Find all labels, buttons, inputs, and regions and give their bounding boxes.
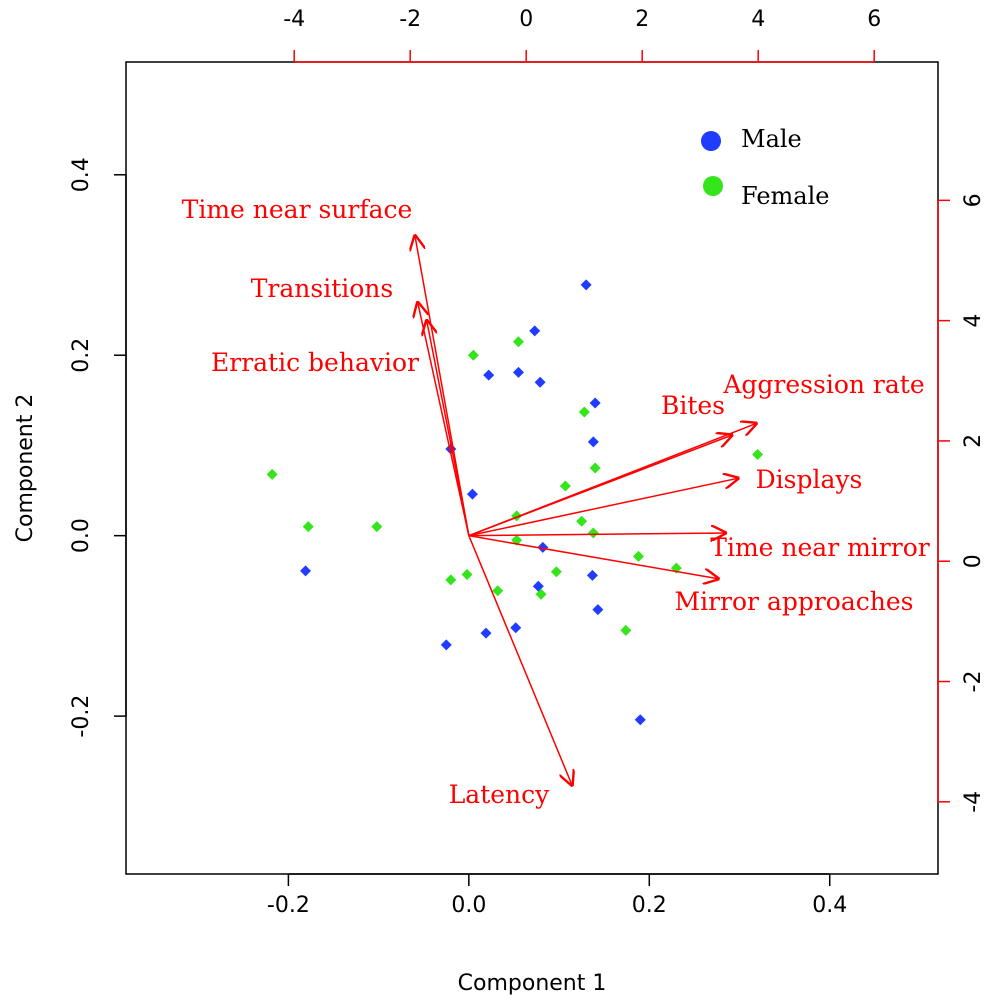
point-female [302, 521, 314, 533]
point-female [578, 406, 590, 418]
point-male [480, 627, 492, 639]
point-male [587, 436, 599, 448]
loading-label-bites: Bites [661, 391, 725, 420]
x-tick-label: -0.2 [267, 893, 310, 918]
right-tick-label: 6 [961, 193, 986, 207]
point-male [440, 639, 452, 651]
top-tick-label: -2 [399, 7, 421, 32]
point-male [634, 714, 646, 726]
point-female [266, 468, 278, 480]
y-tick-label: 0.4 [69, 157, 94, 192]
right-tick-label: -4 [961, 791, 986, 813]
point-female [589, 462, 601, 474]
x-tick-label: 0.4 [812, 893, 847, 918]
point-female [512, 336, 524, 348]
top-tick-label: 2 [635, 7, 649, 32]
x-axis-label: Component 1 [458, 971, 607, 996]
right-tick-label: -2 [961, 671, 986, 693]
y-axis-left: -0.2 0.0 0.2 0.4 [69, 157, 127, 738]
legend-marker-male [701, 131, 721, 151]
right-tick-label: 4 [961, 314, 986, 328]
point-female [535, 588, 547, 600]
loading-label-aggression-rate: Aggression rate [722, 370, 924, 399]
point-male [592, 604, 604, 616]
loading-label-displays: Displays [756, 465, 863, 494]
legend: Male Female [701, 125, 830, 210]
loading-label-time-near-mirror: Time near mirror [710, 533, 929, 562]
point-male [589, 397, 601, 409]
loading-label-mirror-approaches: Mirror approaches [675, 587, 914, 616]
loading-label-time-near-surface: Time near surface [182, 195, 413, 224]
y-axis-label: Component 2 [13, 394, 38, 543]
legend-label-female: Female [741, 182, 830, 210]
loading-label-transitions: Transitions [251, 274, 393, 303]
point-female [587, 527, 599, 539]
top-tick-label: -4 [283, 7, 305, 32]
point-female [620, 624, 632, 636]
arrow-erratic-behavior [426, 319, 470, 536]
point-female [467, 349, 479, 361]
y-tick-label: -0.2 [69, 695, 94, 738]
point-male [510, 622, 522, 634]
arrow-displays [468, 478, 740, 537]
point-male [512, 366, 524, 378]
top-tick-label: 6 [867, 7, 881, 32]
point-male [534, 376, 546, 388]
point-male [483, 369, 495, 381]
point-male [466, 488, 478, 500]
point-female [445, 574, 457, 586]
x-tick-label: 0.0 [451, 893, 486, 918]
x-axis-bottom: -0.2 0.0 0.2 0.4 [267, 873, 847, 918]
point-male [529, 325, 541, 337]
y-axis-right: -4 -2 0 2 4 6 [937, 193, 986, 813]
arrow-time-near-mirror [468, 533, 727, 536]
legend-marker-female [703, 176, 723, 196]
x-tick-label: 0.2 [632, 893, 667, 918]
point-female [550, 566, 562, 578]
x-axis-top: -4 -2 0 2 4 6 [283, 7, 881, 63]
point-female [632, 550, 644, 562]
loading-label-latency: Latency [449, 780, 550, 809]
loading-labels: Time near surface Transitions Erratic beha… [182, 195, 930, 809]
right-tick-label: 0 [961, 554, 986, 568]
point-female [371, 521, 383, 533]
point-male [580, 279, 592, 291]
loading-vectors [415, 234, 758, 786]
legend-label-male: Male [741, 125, 802, 153]
right-tick-label: 2 [961, 434, 986, 448]
point-female [559, 480, 571, 492]
arrow-aggression-rate [468, 423, 758, 537]
point-male [300, 565, 312, 577]
point-female [461, 568, 473, 580]
arrow-mirror-approaches [468, 534, 720, 579]
point-female [752, 448, 764, 460]
point-male [537, 541, 549, 553]
arrow-transitions [417, 301, 470, 536]
top-tick-label: 4 [751, 7, 765, 32]
arrow-time-near-surface [415, 234, 470, 536]
arrow-latency [468, 535, 573, 787]
y-tick-label: 0.2 [69, 338, 94, 373]
point-female [576, 515, 588, 527]
point-female [492, 585, 504, 597]
score-points [266, 279, 764, 726]
loading-label-erratic-behavior: Erratic behavior [211, 348, 419, 377]
y-tick-label: 0.0 [69, 518, 94, 553]
top-tick-label: 0 [519, 7, 533, 32]
point-male [586, 569, 598, 581]
